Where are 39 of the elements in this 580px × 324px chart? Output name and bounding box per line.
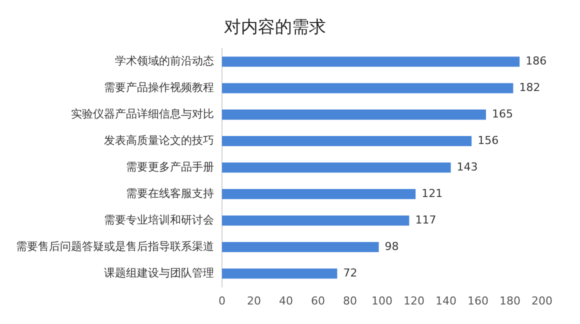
x-tick-label: 100: [372, 294, 392, 308]
y-tick-label: 需要在线客服支持: [126, 186, 214, 200]
data-label: 121: [422, 186, 443, 200]
x-tick-label: 160: [468, 294, 488, 308]
bar: [222, 216, 410, 226]
y-tick-label: 学术领域的前沿动态: [115, 54, 214, 68]
x-tick-label: 120: [404, 294, 424, 308]
bar: [222, 189, 416, 200]
x-tick-label: 140: [436, 294, 456, 308]
y-tick-label: 需要专业培训和研讨会: [104, 213, 214, 226]
x-tick-label: 40: [279, 294, 293, 308]
bar: [222, 162, 451, 173]
x-tick-label: 200: [532, 294, 552, 308]
y-tick-label: 课题组建设与团队管理: [104, 266, 214, 280]
bar: [222, 268, 338, 279]
x-tick-label: 20: [247, 294, 261, 308]
x-tick-label: 180: [500, 294, 520, 308]
data-label: 186: [526, 54, 547, 68]
data-label: 143: [456, 160, 478, 174]
y-tick-label: 发表高质量论文的技巧: [104, 134, 214, 147]
data-label: 72: [343, 266, 358, 280]
bar: [222, 136, 472, 146]
data-label: 156: [478, 134, 499, 147]
x-tick-label: 0: [218, 294, 226, 308]
y-tick-label: 实验仪器产品详细信息与对比: [71, 107, 214, 120]
data-label: 117: [415, 213, 436, 226]
bar: [222, 242, 379, 252]
chart-title: 对内容的需求: [224, 18, 326, 38]
x-tick-label: 60: [311, 294, 325, 308]
x-tick-label: 80: [343, 294, 357, 308]
bar: [222, 56, 520, 67]
data-label: 98: [384, 240, 399, 253]
y-tick-label: 需要售后问题答疑或是售后指导联系渠道: [16, 240, 214, 253]
bar: [222, 83, 514, 94]
y-tick-label: 需要更多产品手册: [126, 160, 214, 174]
data-label: 165: [492, 107, 513, 120]
y-tick-label: 需要产品操作视频教程: [104, 80, 214, 94]
bar: [222, 110, 486, 120]
data-label: 182: [519, 80, 540, 94]
